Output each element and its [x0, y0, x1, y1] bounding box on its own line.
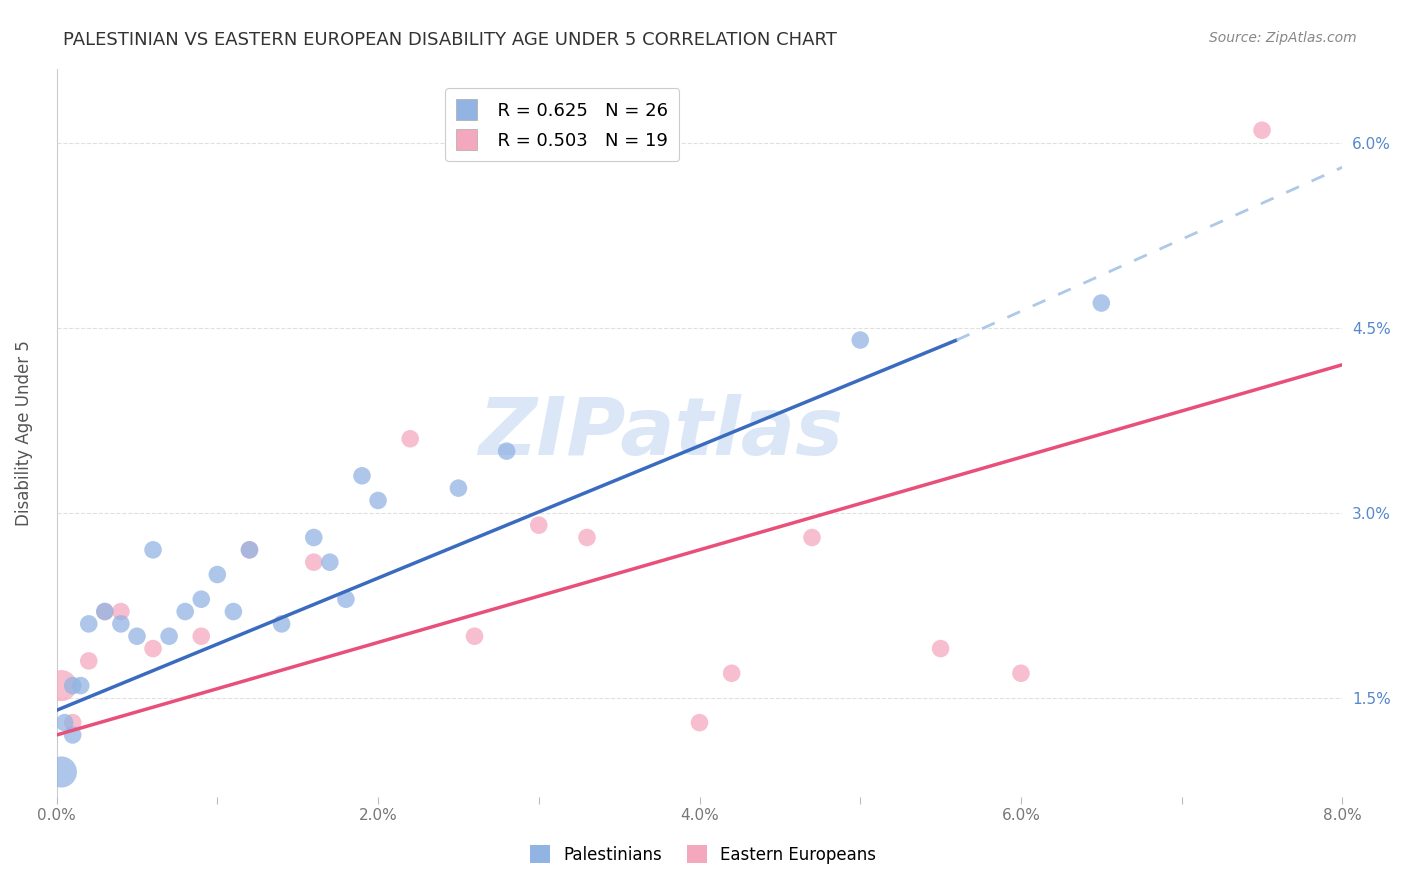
- Point: [319, 555, 342, 569]
- Point: [849, 333, 872, 347]
- Point: [94, 605, 117, 619]
- Point: [575, 531, 598, 545]
- Point: [53, 715, 76, 730]
- Point: [302, 555, 325, 569]
- Point: [1010, 666, 1032, 681]
- Point: [222, 605, 245, 619]
- Point: [51, 679, 73, 693]
- Point: [463, 629, 485, 643]
- Point: [929, 641, 952, 656]
- Point: [69, 679, 91, 693]
- Legend: Palestinians, Eastern Europeans: Palestinians, Eastern Europeans: [523, 838, 883, 871]
- Point: [1251, 123, 1274, 137]
- Point: [238, 542, 260, 557]
- Point: [367, 493, 389, 508]
- Point: [720, 666, 742, 681]
- Point: [51, 764, 73, 779]
- Point: [238, 542, 260, 557]
- Legend:   R = 0.625   N = 26,   R = 0.503   N = 19: R = 0.625 N = 26, R = 0.503 N = 19: [444, 88, 679, 161]
- Y-axis label: Disability Age Under 5: Disability Age Under 5: [15, 340, 32, 525]
- Point: [495, 444, 517, 458]
- Text: Source: ZipAtlas.com: Source: ZipAtlas.com: [1209, 31, 1357, 45]
- Point: [399, 432, 422, 446]
- Point: [125, 629, 148, 643]
- Point: [527, 518, 550, 533]
- Point: [1090, 296, 1112, 310]
- Text: ZIPatlas: ZIPatlas: [478, 393, 844, 472]
- Point: [77, 616, 100, 631]
- Point: [447, 481, 470, 495]
- Point: [689, 715, 711, 730]
- Point: [142, 542, 165, 557]
- Point: [94, 605, 117, 619]
- Point: [350, 468, 373, 483]
- Point: [62, 728, 84, 742]
- Point: [77, 654, 100, 668]
- Point: [110, 616, 132, 631]
- Point: [157, 629, 180, 643]
- Point: [142, 641, 165, 656]
- Point: [110, 605, 132, 619]
- Point: [207, 567, 229, 582]
- Point: [335, 592, 357, 607]
- Point: [62, 715, 84, 730]
- Point: [62, 679, 84, 693]
- Point: [190, 629, 212, 643]
- Point: [270, 616, 292, 631]
- Point: [801, 531, 824, 545]
- Text: PALESTINIAN VS EASTERN EUROPEAN DISABILITY AGE UNDER 5 CORRELATION CHART: PALESTINIAN VS EASTERN EUROPEAN DISABILI…: [63, 31, 837, 49]
- Point: [302, 531, 325, 545]
- Point: [174, 605, 197, 619]
- Point: [190, 592, 212, 607]
